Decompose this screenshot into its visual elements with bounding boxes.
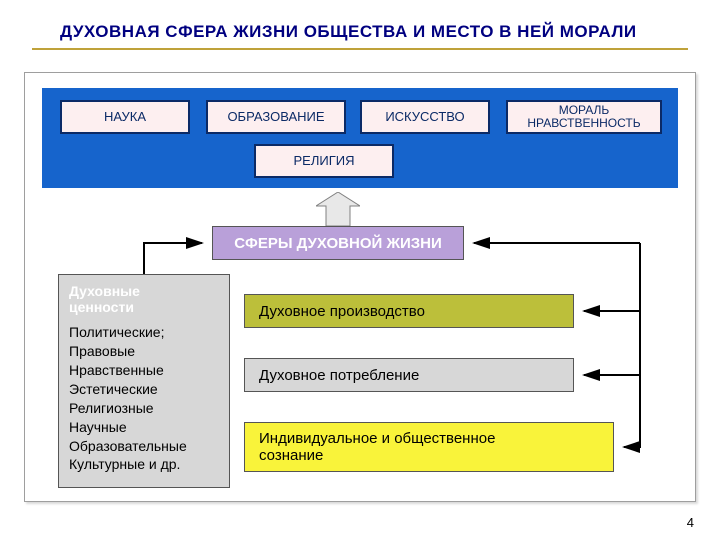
page-number: 4 xyxy=(687,515,694,530)
connectors xyxy=(0,0,720,540)
